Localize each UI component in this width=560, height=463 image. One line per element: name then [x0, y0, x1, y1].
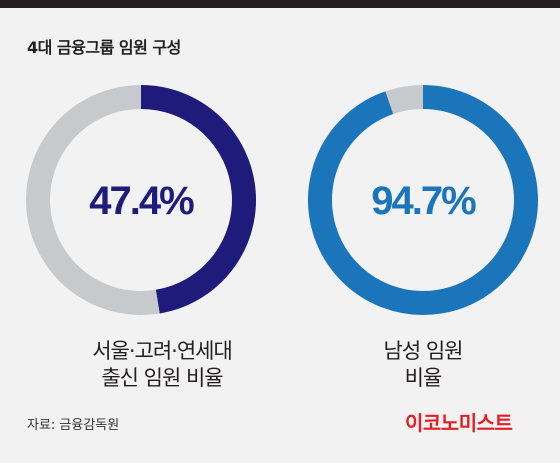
donut-1-value-label: 47.4%: [89, 179, 194, 223]
top-bar: [0, 0, 560, 8]
source-note: 자료: 금융감독원: [27, 418, 120, 433]
donut-chart-1: 47.4%: [26, 85, 256, 315]
donut-chart-2: 94.7%: [308, 85, 538, 315]
donut-1-remainder-arc: [26, 85, 160, 315]
donut-2-remainder-arc: [385, 85, 424, 115]
donut-2-label-line-1: 남성 임원: [383, 339, 464, 363]
donut-1-label-line-1: 서울·고려·연세대: [92, 339, 233, 363]
donut-2-value-arc: [308, 85, 538, 315]
donut-2-label: 남성 임원 비율: [313, 338, 533, 392]
donut-2-value-label: 94.7%: [371, 179, 476, 223]
donut-1-value-arc: [140, 85, 256, 314]
donut-2-label-line-2: 비율: [404, 366, 443, 390]
donut-1-label: 서울·고려·연세대 출신 임원 비율: [52, 338, 272, 392]
publisher-logo: 이코노미스트: [405, 411, 513, 435]
donut-1-label-line-2: 출신 임원 비율: [101, 366, 223, 390]
chart-title: 4대 금융그룹 임원 구성: [27, 38, 181, 57]
